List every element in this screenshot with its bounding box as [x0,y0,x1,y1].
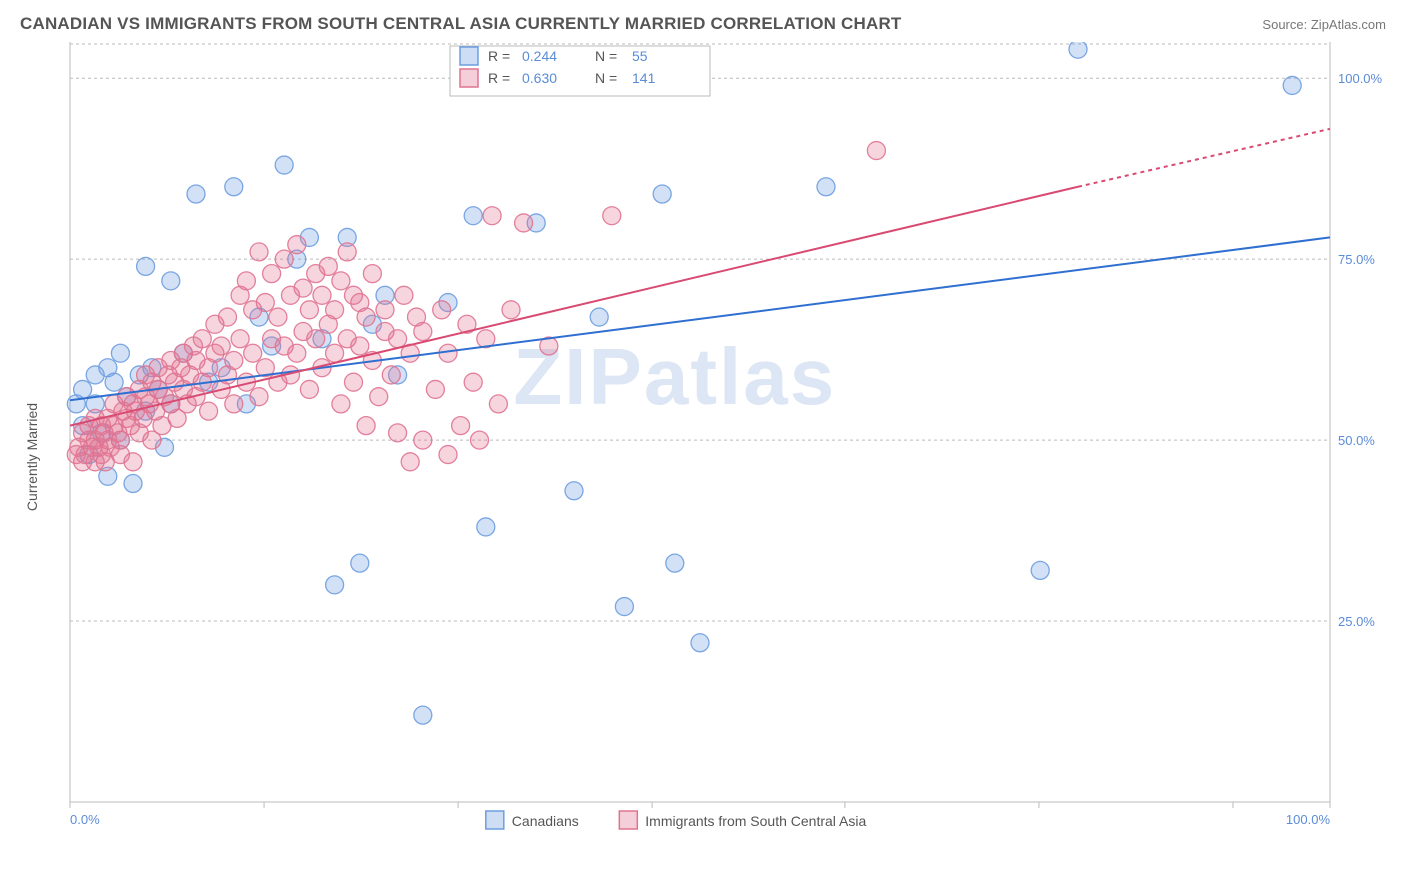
chart-header: CANADIAN VS IMMIGRANTS FROM SOUTH CENTRA… [20,14,1386,34]
source-label: Source: [1262,17,1307,32]
y-axis-label: Currently Married [24,403,40,511]
scatter-chart: 25.0% 50.0% 75.0% 100.0% 0.0% 100.0% ZIPatlas R… [20,42,1386,872]
svg-text:50.0%: 50.0% [1338,433,1375,448]
svg-text:ZIPatlas: ZIPatlas [513,332,836,421]
svg-text:N =: N = [595,70,617,86]
svg-text:R =: R = [488,70,510,86]
svg-text:R =: R = [488,48,510,64]
svg-text:75.0%: 75.0% [1338,252,1375,267]
source-attribution: Source: ZipAtlas.com [1262,17,1386,32]
svg-text:141: 141 [632,70,656,86]
svg-text:0.0%: 0.0% [70,812,100,827]
svg-text:0.244: 0.244 [522,48,557,64]
svg-text:N =: N = [595,48,617,64]
chart-title: CANADIAN VS IMMIGRANTS FROM SOUTH CENTRA… [20,14,902,34]
svg-text:Immigrants from South Central: Immigrants from South Central Asia [645,813,866,829]
svg-text:100.0%: 100.0% [1286,812,1331,827]
source-name: ZipAtlas.com [1311,17,1386,32]
svg-text:0.630: 0.630 [522,70,557,86]
svg-text:55: 55 [632,48,648,64]
svg-text:Canadians: Canadians [512,813,579,829]
svg-text:25.0%: 25.0% [1338,614,1375,629]
chart-area: Currently Married 25.0% 50.0% 75.0% 100.0% 0… [20,42,1386,872]
svg-text:100.0%: 100.0% [1338,71,1383,86]
